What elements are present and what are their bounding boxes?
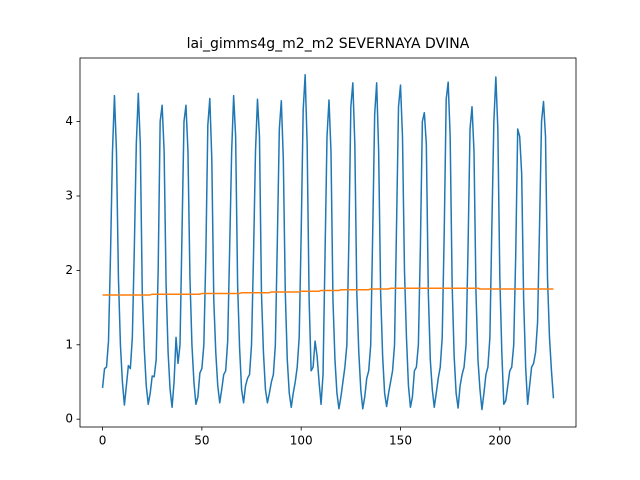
data-line <box>102 287 554 296</box>
y-tick-label: 4 <box>65 114 73 128</box>
x-tick-label: 50 <box>194 434 209 448</box>
y-tick-label: 1 <box>65 337 73 351</box>
x-tick-label: 100 <box>290 434 313 448</box>
y-tick-label: 2 <box>65 263 73 277</box>
x-tick-label: 150 <box>389 434 412 448</box>
chart-title: lai_gimms4g_m2_m2 SEVERNAYA DVINA <box>187 36 470 52</box>
y-tick-label: 3 <box>65 189 73 203</box>
plot-frame <box>79 57 577 428</box>
x-tick-label: 0 <box>99 434 107 448</box>
data-line <box>101 73 555 411</box>
x-tick-label: 200 <box>488 434 511 448</box>
y-tick-label: 0 <box>65 412 73 426</box>
